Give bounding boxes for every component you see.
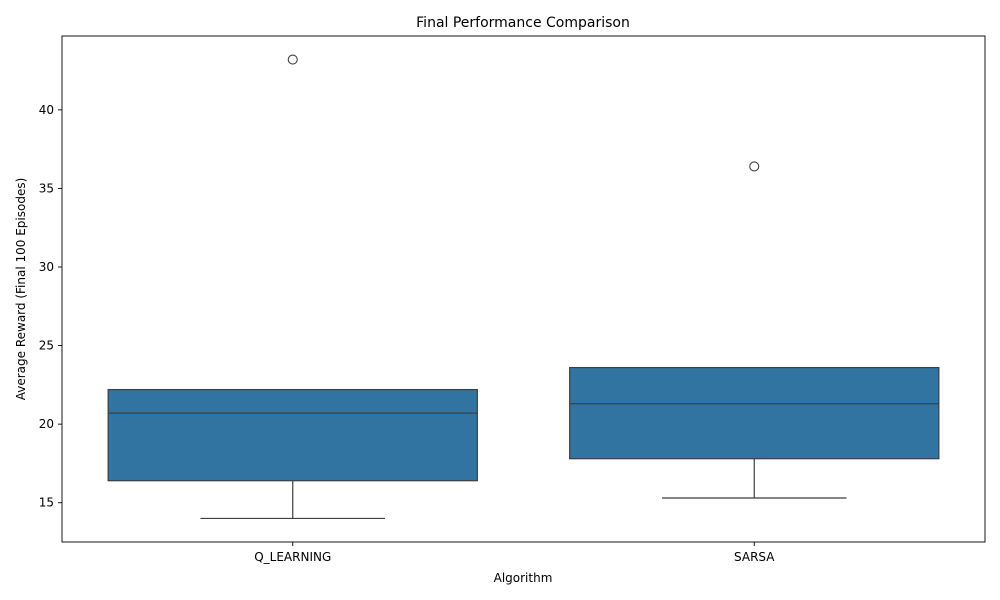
x-tick-label: SARSA <box>734 550 775 564</box>
boxes-layer <box>107 54 940 520</box>
plot-area <box>61 35 986 543</box>
plot-frame <box>61 35 986 543</box>
y-tick-label: 35 <box>39 181 54 195</box>
outlier-point <box>287 54 298 65</box>
x-axis-label: Algorithm <box>494 571 553 585</box>
y-tick-label: 25 <box>39 339 54 353</box>
y-tick-label: 20 <box>39 417 54 431</box>
x-axis: Q_LEARNING SARSA <box>254 542 775 564</box>
y-tick-label: 15 <box>39 496 54 510</box>
x-tick-label: Q_LEARNING <box>254 550 331 564</box>
box-q-learning <box>107 54 478 520</box>
outlier-point <box>749 161 760 172</box>
y-tick-label: 30 <box>39 260 54 274</box>
y-axis: 15 20 25 30 35 40 <box>39 103 62 510</box>
y-axis-label: Average Reward (Final 100 Episodes) <box>14 178 28 401</box>
chart-title: Final Performance Comparison <box>416 15 630 31</box>
box-iqr <box>569 366 940 460</box>
box-sarsa <box>569 161 940 499</box>
box-iqr <box>107 388 478 482</box>
y-tick-label: 40 <box>39 103 54 117</box>
